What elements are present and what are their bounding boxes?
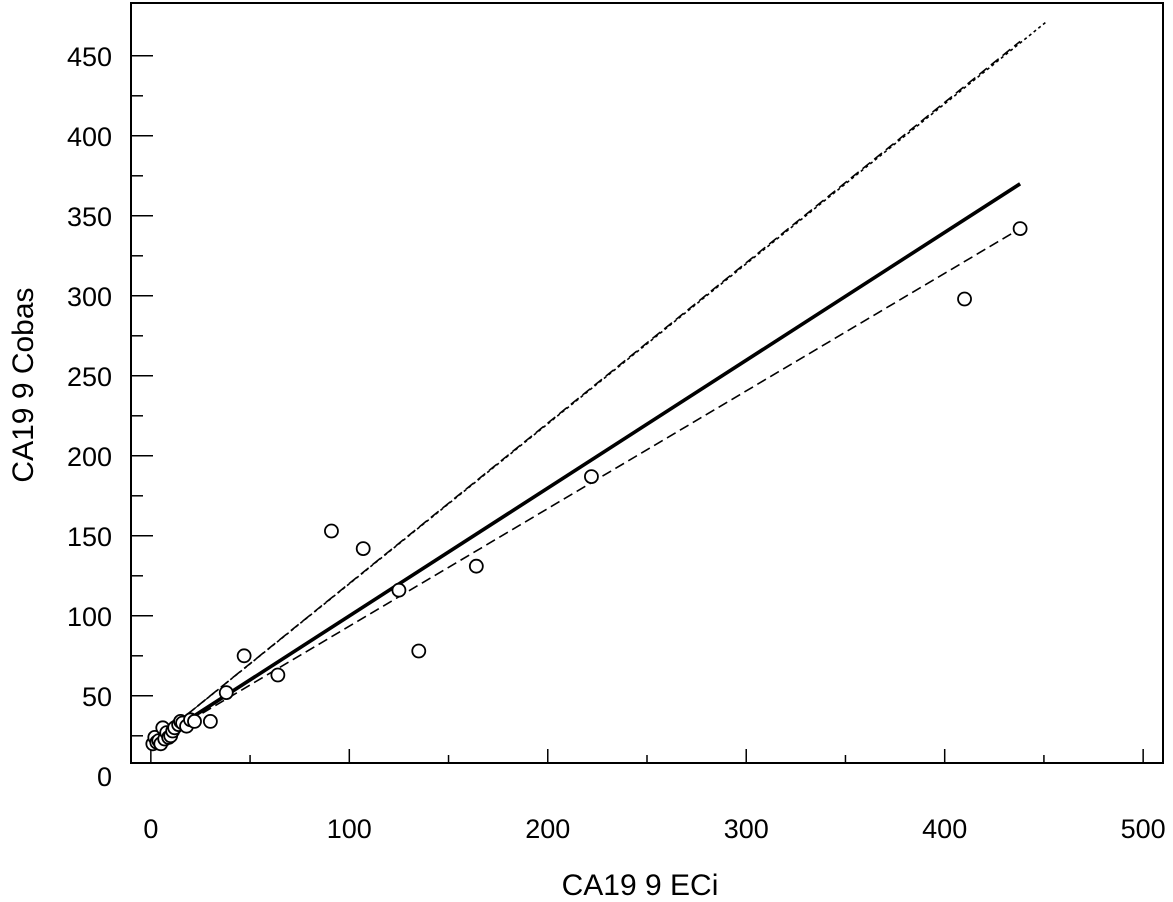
data-point <box>324 523 339 539</box>
y-tick-label: 0 <box>97 762 112 792</box>
data-point <box>957 291 972 307</box>
y-axis-title: CA19 9 Cobas <box>7 287 40 482</box>
data-point <box>355 541 371 556</box>
line-dashed-upper <box>150 40 1021 745</box>
tick-marks <box>131 55 1144 763</box>
data-point <box>187 714 202 729</box>
y-tick-label: 450 <box>67 42 112 72</box>
y-tick-label: 150 <box>67 522 112 552</box>
data-point <box>236 648 252 664</box>
x-tick-label: 100 <box>327 814 372 844</box>
data-point <box>270 667 286 683</box>
x-tick-label: 200 <box>525 814 570 844</box>
y-tick-label: 50 <box>82 682 112 712</box>
x-tick-label: 300 <box>724 814 769 844</box>
x-axis-title: CA19 9 ECi <box>562 869 719 902</box>
y-tick-label: 350 <box>67 202 112 232</box>
y-tick-label: 100 <box>67 602 112 632</box>
line-dashed-lower <box>150 227 1021 745</box>
y-tick-label: 250 <box>67 362 112 392</box>
data-point <box>202 714 218 729</box>
x-tick-label: 0 <box>143 814 158 844</box>
data-point <box>391 582 407 598</box>
line-solid-regression <box>149 182 1022 746</box>
data-points <box>145 221 1028 752</box>
data-point <box>218 685 234 700</box>
plot-frame <box>130 2 1164 764</box>
fit-lines <box>149 21 1047 746</box>
data-point <box>411 643 427 659</box>
x-tick-label: 400 <box>922 814 967 844</box>
y-tick-label: 400 <box>67 122 112 152</box>
y-tick-label: 200 <box>67 442 112 472</box>
y-tick-label: 300 <box>67 282 112 312</box>
tick-labels: 0 100 200 300 400 500 0 50 100 150 200 250 300 350 400… <box>67 42 1166 844</box>
x-tick-label: 500 <box>1121 814 1166 844</box>
data-point <box>584 469 599 485</box>
data-point <box>468 558 484 574</box>
data-point <box>1012 221 1028 237</box>
